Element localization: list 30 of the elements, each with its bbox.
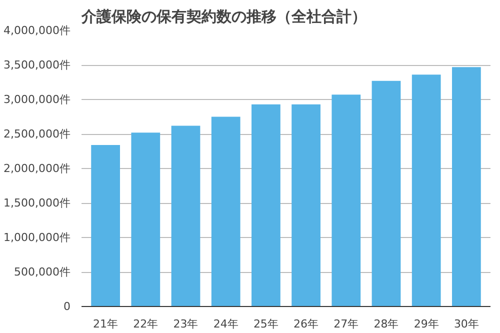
y-tick-label: 0 [64, 300, 70, 313]
bar [412, 74, 441, 306]
bar [211, 116, 240, 306]
y-tick-label: 1,500,000件 [4, 196, 70, 210]
x-tick-label: 26年 [294, 318, 319, 330]
bar [452, 67, 481, 306]
x-tick-label: 30年 [454, 318, 479, 330]
x-tick-label: 29年 [414, 318, 439, 330]
bar [252, 104, 280, 306]
x-tick-label: 25年 [253, 318, 278, 330]
bar [372, 80, 401, 306]
bar [332, 94, 361, 306]
x-tick-label: 27年 [334, 318, 359, 330]
y-tick-label: 4,000,000件 [4, 24, 70, 37]
bar [171, 126, 200, 306]
bar [131, 132, 160, 306]
chart-title: 介護保険の保有契約数の推移（全社合計） [80, 8, 366, 26]
bar [292, 104, 320, 306]
y-tick-label: 3,500,000件 [4, 58, 70, 72]
y-tick-label: 2,500,000件 [4, 128, 70, 140]
y-tick-label: 500,000件 [14, 266, 71, 278]
y-tick-label: 2,000,000件 [4, 162, 70, 175]
x-tick-label: 23年 [173, 318, 198, 330]
y-tick-label: 1,000,000件 [4, 231, 70, 244]
x-tick-label: 21年 [93, 318, 118, 330]
y-tick-label: 3,000,000件 [4, 93, 70, 106]
x-tick-label: 24年 [213, 318, 238, 330]
bar [91, 145, 120, 306]
x-tick-label: 28年 [374, 318, 399, 330]
x-tick-label: 22年 [133, 318, 158, 330]
